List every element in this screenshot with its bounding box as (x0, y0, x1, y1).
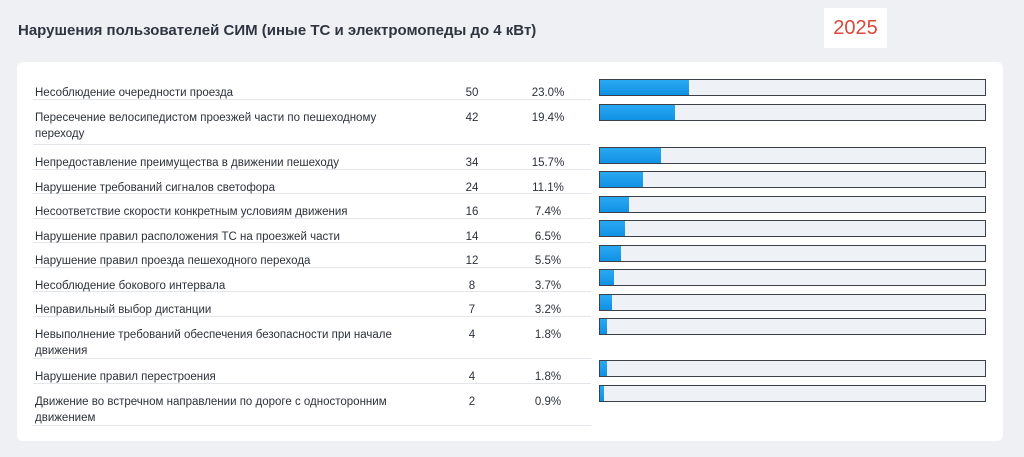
bar-track (599, 104, 986, 121)
violation-label: Нарушение правил расположения ТС на прое… (35, 231, 340, 243)
violation-label: Пересечение велосипедистом проезжей част… (35, 112, 377, 140)
table-row: Невыполнение требований обеспечения безо… (33, 316, 591, 359)
table-row: Несоответствие скорости конкретным услов… (33, 193, 591, 219)
violation-count: 34 (465, 157, 479, 169)
bar-track (599, 171, 986, 188)
violation-count: 2 (468, 396, 476, 408)
bar (600, 386, 604, 401)
bar (600, 270, 614, 285)
violation-percent: 1.8% (534, 329, 562, 341)
violation-count: 4 (468, 329, 476, 341)
year-badge: 2025 (824, 8, 887, 48)
bar (600, 80, 689, 95)
bar (600, 197, 629, 212)
bar (600, 361, 607, 376)
bar (600, 246, 621, 261)
table-row: Движение во встречном направлении по дор… (33, 383, 591, 426)
bar-track (599, 245, 986, 262)
violation-label: Невыполнение требований обеспечения безо… (35, 329, 392, 357)
bar-track (599, 147, 986, 164)
table-row: Несоблюдение очередности проезда 50 23.0% (33, 74, 591, 100)
violation-label: Несоответствие скорости конкретным услов… (35, 206, 348, 218)
bar-track (599, 196, 986, 213)
violation-label: Нарушение требований сигналов светофора (35, 182, 275, 194)
violation-label: Несоблюдение очередности проезда (35, 87, 234, 99)
violation-percent: 7.4% (534, 206, 562, 218)
violation-label: Нарушение правил проезда пешеходного пер… (35, 255, 311, 267)
bar-track (599, 269, 986, 286)
table-row: Нарушение требований сигналов светофора 2… (33, 169, 591, 194)
bar (600, 172, 643, 187)
table-row: Нарушение правил проезда пешеходного пер… (33, 242, 591, 268)
table-row: Нарушение правил перестроения 4 1.8% (33, 358, 591, 384)
bar-track (599, 318, 986, 335)
violation-percent: 6.5% (534, 231, 562, 243)
violation-percent: 0.9% (534, 396, 562, 408)
bar-track (599, 360, 986, 377)
page-title: Нарушения пользователей СИМ (иные ТС и э… (18, 22, 537, 39)
violation-count: 12 (465, 255, 479, 267)
table-row: Несоблюдение бокового интервала 8 3.7% (33, 267, 591, 292)
violation-count: 14 (465, 231, 479, 243)
chart-card: Несоблюдение очередности проезда 50 23.0% П… (17, 62, 1003, 441)
violation-label: Движение во встречном направлении по дор… (35, 396, 387, 424)
violation-label: Непредоставление преимущества в движении… (35, 157, 339, 169)
bar-track (599, 79, 986, 96)
violation-percent: 19.4% (531, 112, 565, 124)
violation-label: Нарушение правил перестроения (35, 371, 216, 383)
bar-track (599, 385, 986, 402)
violation-label: Несоблюдение бокового интервала (35, 280, 226, 292)
table-row: Непредоставление преимущества в движении… (33, 144, 591, 170)
violation-percent: 5.5% (534, 255, 562, 267)
violation-percent: 11.1% (532, 182, 564, 194)
violation-label: Неправильный выбор дистанции (35, 304, 212, 316)
bar-track (599, 220, 986, 237)
bar (600, 295, 612, 310)
violation-count: 7 (468, 304, 476, 316)
violation-count: 24 (465, 182, 479, 194)
bar (600, 221, 625, 236)
bar-track (599, 294, 986, 311)
violation-percent: 23.0% (531, 87, 565, 99)
violation-count: 4 (468, 371, 476, 383)
bar (600, 105, 675, 120)
violation-percent: 1.8% (534, 371, 562, 383)
table-row: Пересечение велосипедистом проезжей част… (33, 99, 591, 145)
violation-count: 42 (465, 112, 479, 124)
table-row: Нарушение правил расположения ТС на прое… (33, 218, 591, 243)
violation-count: 50 (465, 87, 479, 99)
violation-percent: 15.7% (531, 157, 565, 169)
violation-percent: 3.2% (534, 304, 562, 316)
table-row: Неправильный выбор дистанции 7 3.2% (33, 291, 591, 317)
violation-count: 16 (465, 206, 479, 218)
violation-count: 8 (468, 280, 476, 292)
bar (600, 148, 661, 163)
violation-percent: 3.7% (534, 280, 562, 292)
bar (600, 319, 607, 334)
